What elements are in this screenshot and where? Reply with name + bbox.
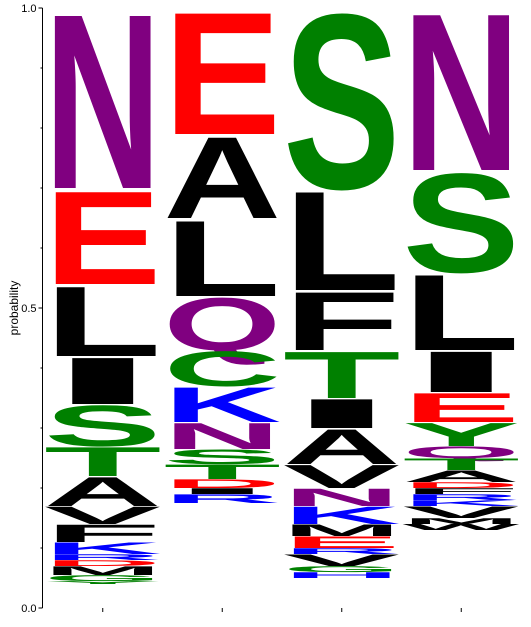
- glyph-C: C: [164, 341, 282, 397]
- glyph-L: L: [283, 162, 400, 321]
- glyph-Q: Q: [164, 283, 281, 367]
- glyph-A: A: [283, 419, 401, 475]
- x-axis-ticks: [102, 608, 462, 612]
- y-axis-title: probability: [7, 281, 21, 336]
- glyph-V: V: [283, 551, 400, 570]
- glyph-I: I: [283, 390, 400, 437]
- glyph-A: A: [44, 468, 161, 515]
- glyph-I: I: [44, 344, 161, 418]
- glyph-N: N: [44, 0, 161, 241]
- y-axis-ticks: 0.0 0.5 1.0: [21, 3, 43, 615]
- glyph-D: D: [403, 481, 520, 490]
- glyph-K: K: [283, 501, 400, 529]
- glyph-F: F: [283, 275, 400, 368]
- glyph-L: L: [44, 266, 161, 378]
- glyph-S: S: [44, 393, 161, 458]
- glyph-S: S: [283, 0, 401, 241]
- y-tick-label: 0.5: [21, 303, 36, 315]
- glyph-D: D: [164, 477, 281, 491]
- glyph-K: K: [164, 377, 282, 433]
- glyph-L: L: [403, 253, 520, 374]
- glyph-A: A: [403, 467, 520, 486]
- glyph-V: V: [44, 501, 161, 529]
- glyph-G: G: [44, 573, 161, 582]
- glyph-G: G: [283, 564, 400, 573]
- glyph-R: R: [283, 547, 400, 556]
- y-tick-label: 1.0: [21, 3, 36, 15]
- glyph-E: E: [44, 165, 161, 314]
- glyph-E: E: [403, 385, 520, 432]
- glyph-V: V: [403, 503, 520, 522]
- glyph-R: R: [44, 553, 161, 562]
- glyph-L: L: [164, 199, 281, 320]
- glyph-I: I: [403, 339, 520, 404]
- glyph-V: V: [283, 458, 400, 495]
- glyph-K: K: [44, 539, 161, 558]
- glyph-E: E: [283, 533, 400, 552]
- glyph-F: F: [403, 486, 520, 495]
- glyph-M: M: [44, 564, 161, 578]
- glyph-T: T: [283, 338, 400, 413]
- glyph-F: F: [44, 520, 161, 548]
- y-tick-label: 0.0: [21, 603, 36, 615]
- glyph-T: T: [403, 455, 520, 474]
- glyph-N: N: [164, 415, 281, 457]
- glyph-S: S: [403, 143, 520, 302]
- glyph-W: W: [403, 522, 520, 531]
- glyph-M: M: [283, 521, 400, 540]
- glyph-layer: NELISTAVFKRDMGYEALQCKNSTDIRSLFTIAVNKMERV…: [44, 0, 520, 585]
- glyph-A: A: [164, 113, 281, 243]
- glyph-T: T: [164, 460, 281, 483]
- glyph-K: K: [403, 499, 520, 508]
- glyph-M: M: [403, 517, 520, 526]
- glyph-E: E: [164, 0, 281, 172]
- glyph-R: R: [164, 492, 281, 506]
- glyph-N: N: [283, 483, 400, 511]
- glyph-H: H: [283, 571, 400, 580]
- glyph-R: R: [403, 493, 520, 502]
- glyph-T: T: [44, 439, 161, 485]
- glyph-I: I: [164, 486, 281, 495]
- glyph-S: S: [164, 445, 281, 468]
- glyph-Y: Y: [403, 416, 520, 453]
- glyph-D: D: [44, 559, 161, 568]
- glyph-Y: Y: [44, 580, 161, 585]
- glyph-N: N: [403, 0, 521, 218]
- glyph-Q: Q: [403, 443, 520, 462]
